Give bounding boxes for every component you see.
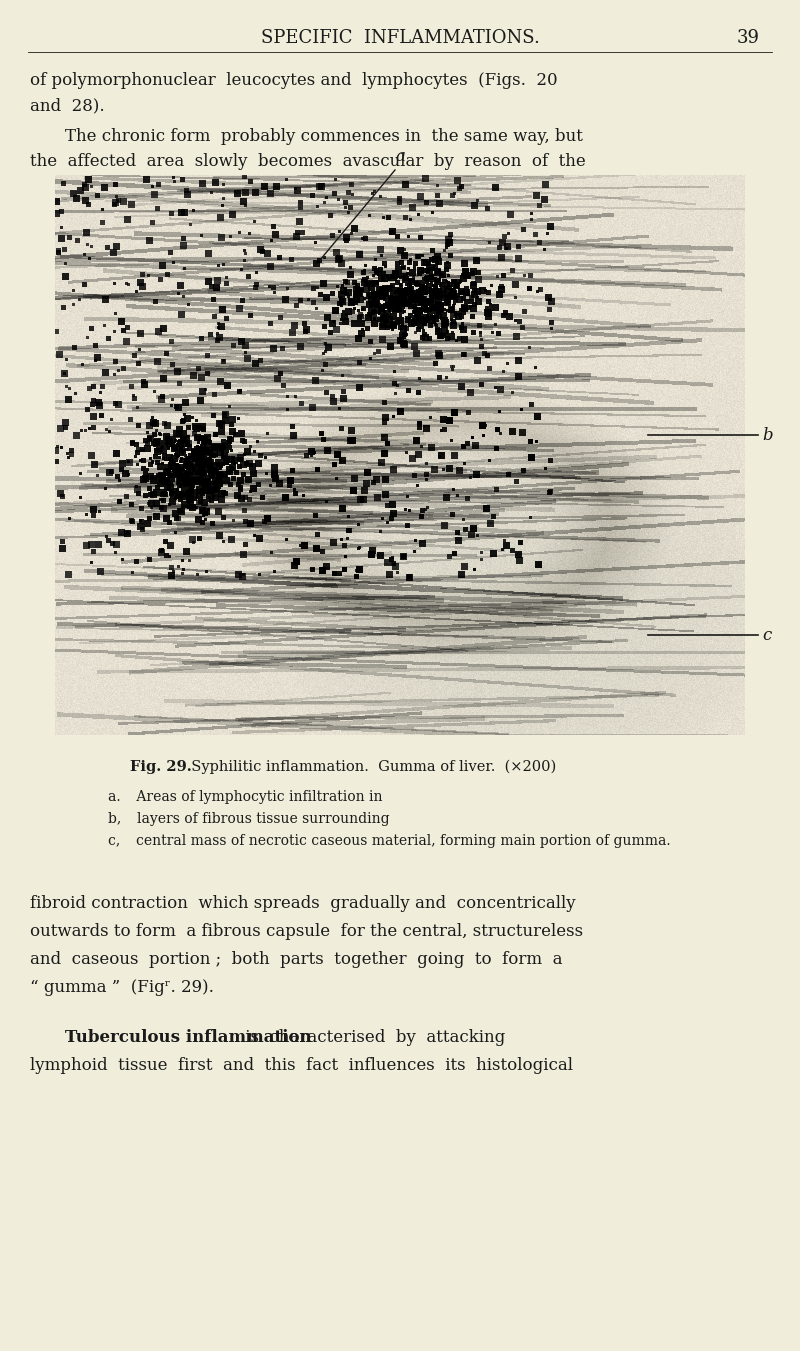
Text: Fig. 29.: Fig. 29.	[130, 761, 192, 774]
Text: c: c	[762, 627, 771, 643]
Text: b: b	[762, 427, 773, 443]
Text: the  affected  area  slowly  becomes  avascular  by  reason  of  the: the affected area slowly becomes avascul…	[30, 153, 586, 170]
Text: c,   central mass of necrotic caseous material, forming main portion of gumma.: c, central mass of necrotic caseous mate…	[108, 834, 670, 848]
Text: The chronic form  probably commences in  the same way, but: The chronic form probably commences in t…	[65, 128, 583, 145]
Text: and  caseous  portion ;  both  parts  together  going  to  form  a: and caseous portion ; both parts togethe…	[30, 951, 562, 969]
Text: Tuberculous inflammation: Tuberculous inflammation	[65, 1029, 312, 1046]
Text: a.   Areas of lymphocytic infiltration in: a. Areas of lymphocytic infiltration in	[108, 790, 382, 804]
Text: is  characterised  by  attacking: is characterised by attacking	[240, 1029, 506, 1046]
Text: lymphoid  tissue  first  and  this  fact  influences  its  histological: lymphoid tissue first and this fact infl…	[30, 1056, 573, 1074]
Text: b,   layers of fibrous tissue surrounding: b, layers of fibrous tissue surrounding	[108, 812, 390, 825]
Text: “ gumma ”  (Figʳ. 29).: “ gumma ” (Figʳ. 29).	[30, 979, 214, 996]
Text: of polymorphonuclear  leucocytes and  lymphocytes  (Figs.  20: of polymorphonuclear leucocytes and lymp…	[30, 72, 558, 89]
Text: outwards to form  a fibrous capsule  for the central, structureless: outwards to form a fibrous capsule for t…	[30, 923, 583, 940]
Text: SPECIFIC  INFLAMMATIONS.: SPECIFIC INFLAMMATIONS.	[261, 28, 539, 47]
Text: 39: 39	[737, 28, 760, 47]
Text: Syphilitic inflammation.  Gumma of liver.  (×200): Syphilitic inflammation. Gumma of liver.…	[182, 761, 556, 774]
Text: and  28).: and 28).	[30, 97, 105, 113]
Text: fibroid contraction  which spreads  gradually and  concentrically: fibroid contraction which spreads gradua…	[30, 894, 576, 912]
Text: a: a	[395, 149, 405, 165]
